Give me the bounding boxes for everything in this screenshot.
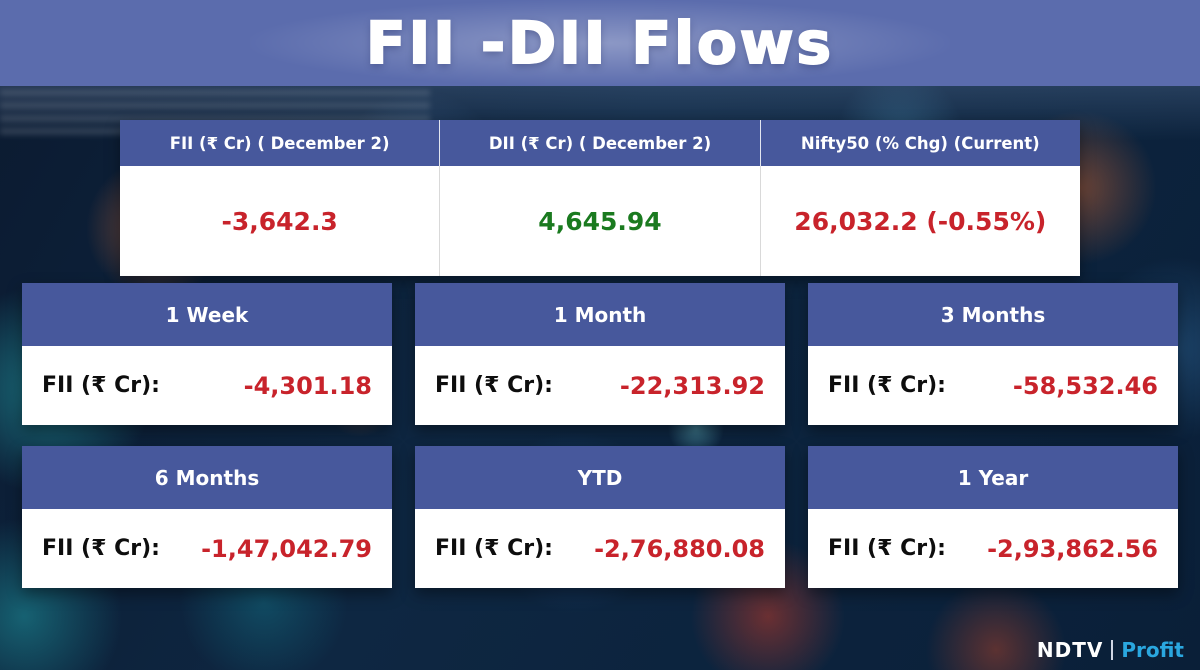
period-card-ytd: YTD FII (₹ Cr): -2,76,880.08 xyxy=(415,446,785,588)
period-fii-label: FII (₹ Cr): xyxy=(42,536,160,561)
summary-header-nifty: Nifty50 (% Chg) (Current) xyxy=(759,120,1080,166)
period-fii-label: FII (₹ Cr): xyxy=(828,373,946,398)
summary-table-value-row: -3,642.3 4,645.94 26,032.2 (-0.55%) xyxy=(120,166,1080,276)
period-body: FII (₹ Cr): -4,301.18 xyxy=(22,346,392,425)
period-body: FII (₹ Cr): -2,76,880.08 xyxy=(415,509,785,588)
ndtv-profit-logo: NDTV Profit xyxy=(1037,638,1184,662)
title-banner: FII -DII Flows xyxy=(0,0,1200,86)
profit-logo-text: Profit xyxy=(1121,638,1184,662)
period-fii-value: -4,301.18 xyxy=(243,371,372,400)
period-fii-value: -58,532.46 xyxy=(1012,371,1158,400)
summary-table: FII (₹ Cr) ( December 2) DII (₹ Cr) ( De… xyxy=(120,120,1080,276)
period-title: YTD xyxy=(415,446,785,509)
period-card-3-months: 3 Months FII (₹ Cr): -58,532.46 xyxy=(808,283,1178,425)
period-body: FII (₹ Cr): -1,47,042.79 xyxy=(22,509,392,588)
period-body: FII (₹ Cr): -2,93,862.56 xyxy=(808,509,1178,588)
period-card-1-week: 1 Week FII (₹ Cr): -4,301.18 xyxy=(22,283,392,425)
period-card-6-months: 6 Months FII (₹ Cr): -1,47,042.79 xyxy=(22,446,392,588)
period-fii-label: FII (₹ Cr): xyxy=(435,373,553,398)
period-fii-value: -22,313.92 xyxy=(619,371,765,400)
period-fii-label: FII (₹ Cr): xyxy=(42,373,160,398)
period-title: 3 Months xyxy=(808,283,1178,346)
logo-divider xyxy=(1111,640,1114,660)
period-fii-value: -2,93,862.56 xyxy=(987,534,1158,563)
period-body: FII (₹ Cr): -58,532.46 xyxy=(808,346,1178,425)
period-card-1-year: 1 Year FII (₹ Cr): -2,93,862.56 xyxy=(808,446,1178,588)
period-title: 6 Months xyxy=(22,446,392,509)
summary-value-fii: -3,642.3 xyxy=(221,206,338,236)
period-body: FII (₹ Cr): -22,313.92 xyxy=(415,346,785,425)
period-title: 1 Week xyxy=(22,283,392,346)
summary-value-nifty: 26,032.2 (-0.55%) xyxy=(759,166,1080,276)
period-fii-value: -1,47,042.79 xyxy=(201,534,372,563)
period-title: 1 Month xyxy=(415,283,785,346)
ndtv-logo-text: NDTV xyxy=(1036,638,1104,662)
summary-header-dii: DII (₹ Cr) ( December 2) xyxy=(439,120,759,166)
period-card-1-month: 1 Month FII (₹ Cr): -22,313.92 xyxy=(415,283,785,425)
title-glow xyxy=(250,0,950,86)
page-title: FII -DII Flows xyxy=(365,8,834,78)
period-fii-label: FII (₹ Cr): xyxy=(435,536,553,561)
period-fii-value: -2,76,880.08 xyxy=(594,534,765,563)
period-title: 1 Year xyxy=(808,446,1178,509)
summary-table-header-row: FII (₹ Cr) ( December 2) DII (₹ Cr) ( De… xyxy=(120,120,1080,166)
summary-header-fii: FII (₹ Cr) ( December 2) xyxy=(169,133,390,153)
period-fii-label: FII (₹ Cr): xyxy=(828,536,946,561)
summary-value-dii: 4,645.94 xyxy=(439,166,759,276)
